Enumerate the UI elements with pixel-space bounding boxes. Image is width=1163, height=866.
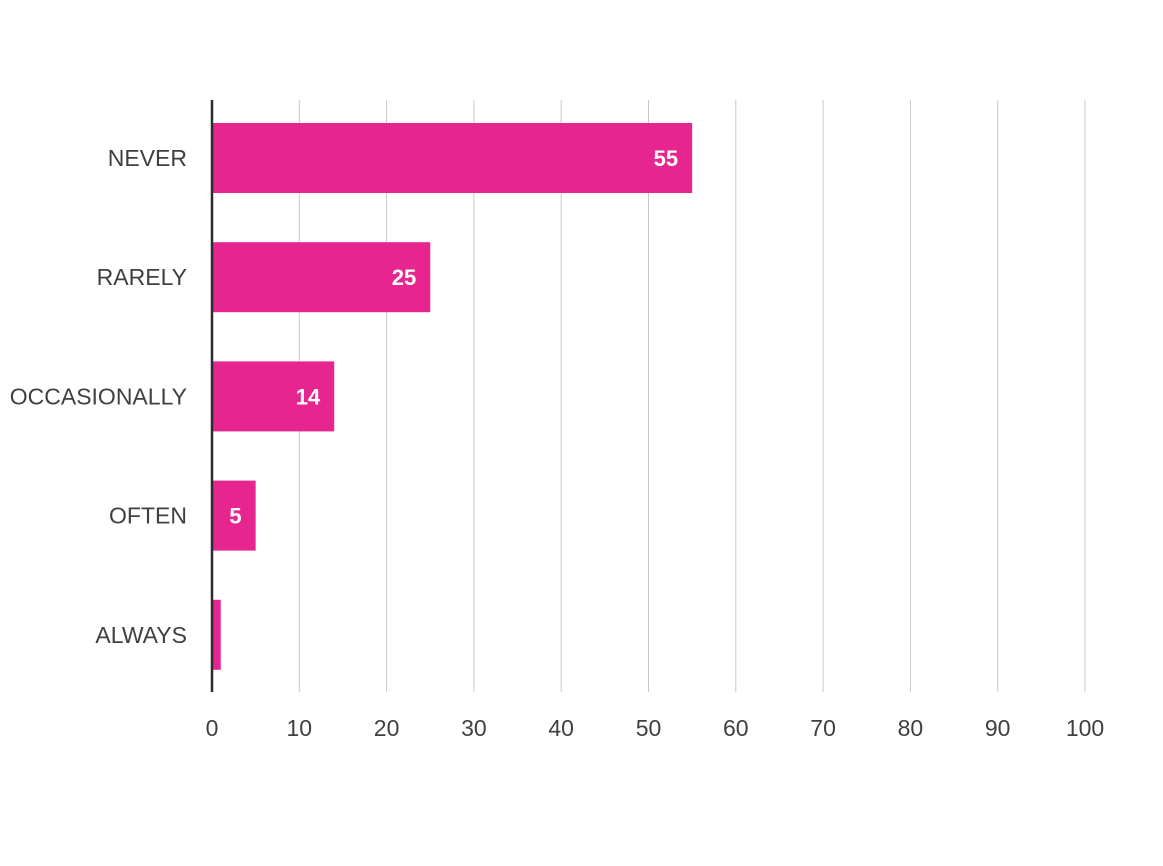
category-label: OFTEN [109, 503, 187, 529]
bar-occasionally [212, 361, 335, 432]
x-tick-label: 90 [985, 715, 1011, 741]
bars [212, 123, 693, 670]
x-tick-label: 10 [287, 715, 313, 741]
bar-often [212, 480, 256, 551]
data-label: 55 [654, 146, 678, 171]
x-tick-label: 30 [461, 715, 487, 741]
data-label: 25 [392, 265, 416, 290]
x-tick-label: 100 [1066, 715, 1104, 741]
x-tick-label: 50 [636, 715, 662, 741]
x-tick-label: 20 [374, 715, 400, 741]
data-label: 14 [296, 384, 321, 409]
x-tick-label: 60 [723, 715, 749, 741]
category-label: ALWAYS [95, 622, 187, 648]
category-label: NEVER [108, 145, 187, 171]
x-tick-label: 70 [810, 715, 836, 741]
category-label: RARELY [97, 264, 187, 290]
gridlines [298, 100, 1086, 692]
bar-always [212, 599, 221, 670]
x-tick-label: 40 [548, 715, 574, 741]
labels: 0 10 20 30 40 50 60 70 80 90 100 NEVER 55 RARELY 25 OCC… [10, 145, 1104, 741]
bar-rarely [212, 242, 431, 313]
bar-never [212, 123, 693, 193]
data-label: 5 [229, 504, 241, 529]
category-label: OCCASIONALLY [10, 383, 187, 409]
x-tick-label: 80 [898, 715, 924, 741]
x-tick-label: 0 [206, 715, 219, 741]
